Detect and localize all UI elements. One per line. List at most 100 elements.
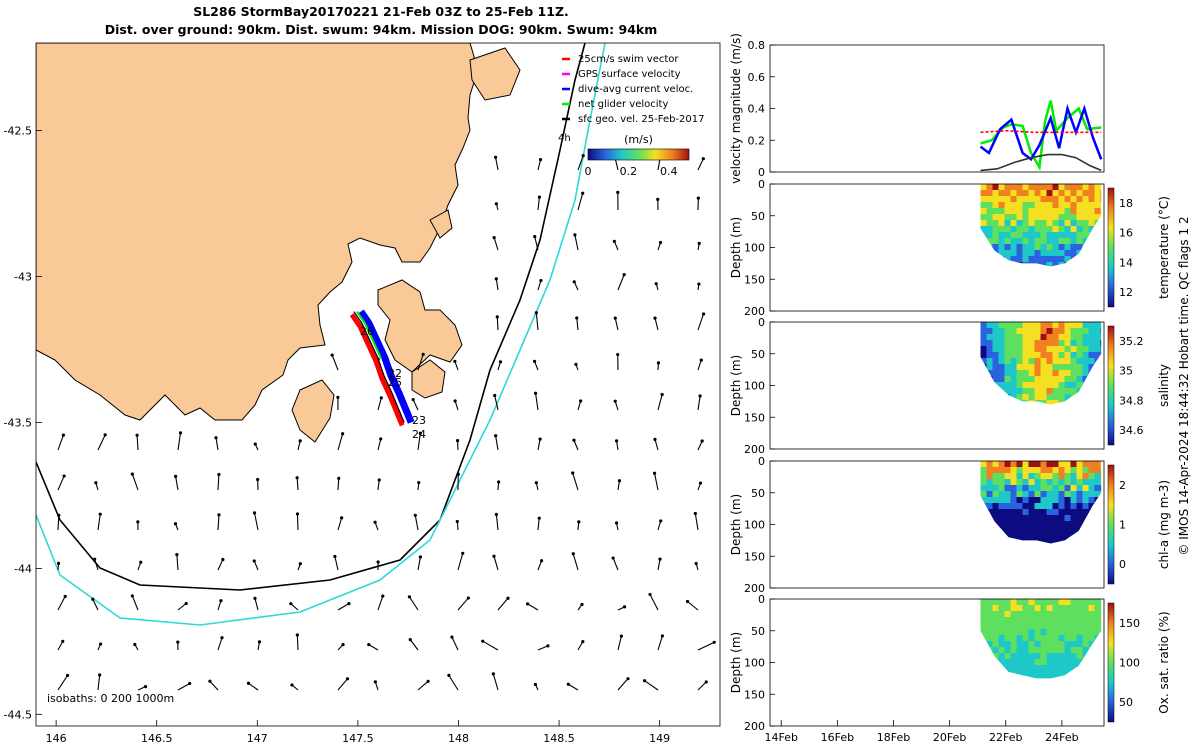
section-cell [992, 617, 1000, 624]
section-cell [998, 467, 1006, 474]
section-cell [1022, 479, 1030, 486]
section-cell [998, 479, 1006, 486]
geo-velocity-arrow [617, 678, 629, 691]
section-cell [1034, 605, 1042, 612]
section-cell [1016, 190, 1024, 197]
geo-velocity-arrow [337, 478, 340, 491]
section-cell [1010, 635, 1018, 642]
section-cell [1094, 244, 1102, 251]
geo-velocity-arrowhead [694, 561, 698, 566]
section-cell [1034, 647, 1042, 654]
geo-velocity-arrowhead [579, 399, 583, 403]
section-cell [1088, 677, 1096, 679]
section-cell [981, 713, 988, 720]
section-cell [1004, 196, 1012, 203]
section-cell [1088, 340, 1096, 347]
section-cell [1070, 647, 1078, 654]
section-cell [981, 689, 988, 696]
section-cell [980, 214, 988, 221]
geo-velocity-arrowhead [659, 519, 663, 523]
section-cell [980, 238, 988, 245]
section-cell [1076, 214, 1084, 221]
section-cell [1040, 220, 1048, 227]
section-cell [1071, 701, 1078, 708]
section-cell [992, 509, 1000, 516]
section-cell [1071, 268, 1078, 275]
section-cell [1083, 412, 1090, 419]
section-cell [1052, 617, 1060, 624]
panel-colorbar [1107, 464, 1115, 585]
section-cell [1029, 695, 1036, 702]
geo-velocity-arrow [572, 472, 579, 491]
geo-velocity-arrowhead [577, 520, 581, 524]
section-cell [1041, 430, 1048, 437]
section-cell [1059, 304, 1066, 311]
section-cell [998, 358, 1006, 365]
section-cell [986, 611, 994, 618]
section-cell [998, 334, 1006, 341]
geo-velocity-arrow [493, 556, 499, 571]
section-cell [986, 232, 994, 239]
section-cell [1077, 563, 1084, 570]
section-cell [1058, 491, 1066, 498]
section-cell [1052, 677, 1060, 679]
section-cell [1016, 376, 1024, 383]
section-cell [1076, 479, 1084, 486]
section-cell [999, 406, 1006, 413]
section-cell [1022, 677, 1030, 679]
section-cell [1047, 274, 1054, 281]
section-cell [1076, 467, 1084, 474]
section-cell [993, 551, 1000, 558]
section-cell [1034, 527, 1042, 534]
section-cell [1082, 340, 1090, 347]
section-cell [987, 713, 994, 720]
geo-velocity-arrowhead [704, 680, 708, 684]
geo-velocity-arrow [337, 603, 350, 611]
section-cell [1010, 226, 1018, 233]
section-cell [1022, 515, 1030, 522]
map-frame [35, 42, 721, 727]
section-cell [1094, 226, 1102, 233]
section-cell [1040, 262, 1048, 267]
section-cell [1094, 539, 1102, 544]
section-cell [1059, 575, 1066, 582]
section-cell [1016, 208, 1024, 215]
section-cell [1059, 581, 1066, 588]
section-cell [1071, 695, 1078, 702]
colorbar-tick-label: 35.2 [1119, 335, 1144, 348]
geo-velocity-arrowhead [481, 639, 485, 643]
section-cell [986, 256, 994, 263]
section-cell [1082, 214, 1090, 221]
section-cell [1070, 388, 1078, 395]
geo-velocity-arrow [57, 515, 60, 531]
section-cell [1088, 527, 1096, 534]
section-cell [1070, 497, 1078, 504]
geo-velocity-arrowhead [347, 602, 351, 606]
section-cell [1059, 689, 1066, 696]
section-cell [1052, 539, 1060, 544]
section-cell [1046, 184, 1054, 191]
geo-velocity-arrowhead [217, 472, 221, 477]
section-cell [1005, 286, 1012, 293]
section-cell [1100, 485, 1102, 492]
section-cell [993, 430, 1000, 437]
geo-velocity-arrow [495, 435, 499, 451]
section-cell [1040, 629, 1048, 636]
section-cell [1046, 617, 1054, 624]
colorbar-tick-label: 150 [1119, 617, 1140, 630]
section-cell [1004, 370, 1012, 377]
section-cell [1064, 635, 1072, 642]
panel-y-tick-label: 0.2 [748, 134, 766, 147]
section-cell [1076, 503, 1084, 510]
section-cell [1065, 292, 1072, 299]
section-cell [1040, 250, 1048, 257]
section-cell [1023, 280, 1029, 287]
section-cell [1070, 653, 1078, 660]
section-cell [1041, 581, 1048, 588]
colorbar-bar [587, 148, 690, 161]
section-cell [1022, 503, 1030, 510]
section-cell [1028, 214, 1036, 221]
section-cell [1052, 364, 1060, 371]
section-cell [987, 286, 994, 293]
